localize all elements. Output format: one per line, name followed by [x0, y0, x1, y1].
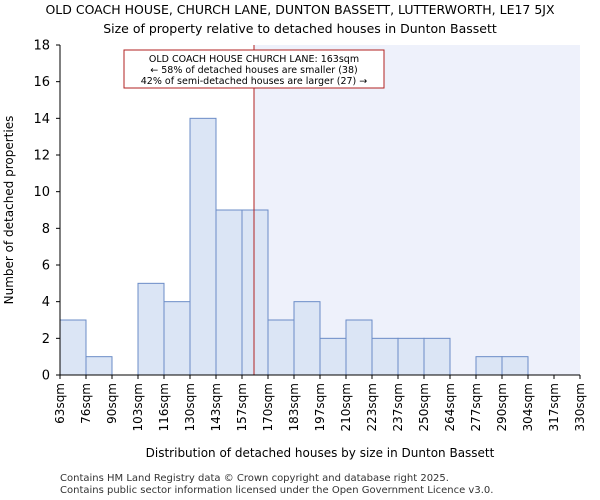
annotation-box: [123, 49, 385, 89]
footer-licence: Contains public sector information licen…: [60, 485, 494, 496]
histogram-bar: [267, 319, 295, 376]
histogram-bar: [137, 282, 165, 376]
x-tick-label: 330sqm: [573, 383, 587, 431]
histogram-bar: [345, 319, 373, 376]
x-tick-label: 90sqm: [105, 383, 119, 424]
x-tick-label: 116sqm: [157, 383, 171, 431]
histogram-bar: [423, 337, 451, 376]
histogram-bar: [501, 356, 529, 376]
x-tick-label: 290sqm: [495, 383, 509, 431]
x-tick-label: 183sqm: [287, 383, 301, 431]
x-tick-label: 250sqm: [417, 383, 431, 431]
histogram-bar: [215, 209, 243, 376]
y-tick-label: 12: [33, 149, 50, 164]
x-tick-label: 130sqm: [183, 383, 197, 431]
histogram-bar: [59, 319, 87, 376]
annotation-line-2: ← 58% of detached houses are smaller (38…: [150, 65, 357, 76]
chart-title: OLD COACH HOUSE, CHURCH LANE, DUNTON BAS…: [45, 2, 555, 17]
annotation-line-1: OLD COACH HOUSE CHURCH LANE: 163sqm: [149, 54, 359, 65]
histogram-bar: [293, 301, 321, 376]
y-tick-label: 6: [42, 259, 50, 274]
x-tick-label: 103sqm: [131, 383, 145, 431]
y-tick-label: 10: [33, 185, 50, 200]
histogram-bar: [85, 356, 113, 376]
x-tick-label: 304sqm: [521, 383, 535, 431]
x-tick-label: 277sqm: [469, 383, 483, 431]
footer-copyright: Contains HM Land Registry data © Crown c…: [60, 473, 449, 484]
histogram-bar: [371, 337, 399, 376]
histogram-bar: [189, 117, 217, 376]
histogram-bar: [319, 337, 347, 376]
x-tick-label: 170sqm: [261, 383, 275, 431]
x-tick-label: 210sqm: [339, 383, 353, 431]
y-tick-label: 16: [33, 75, 50, 90]
y-tick-label: 18: [33, 39, 50, 54]
x-tick-label: 317sqm: [547, 383, 561, 431]
x-tick-label: 76sqm: [79, 383, 93, 424]
x-tick-label: 197sqm: [313, 383, 327, 431]
x-tick-label: 223sqm: [365, 383, 379, 431]
x-tick-label: 143sqm: [209, 383, 223, 431]
y-tick-label: 14: [33, 112, 50, 127]
y-tick-label: 8: [42, 222, 50, 237]
x-tick-label: 157sqm: [235, 383, 249, 431]
histogram-bar: [163, 301, 191, 376]
chart-subtitle: Size of property relative to detached ho…: [103, 21, 497, 36]
y-tick-label: 2: [42, 332, 50, 347]
y-axis-label: Number of detached properties: [2, 116, 16, 305]
histogram-bar: [475, 356, 503, 376]
x-axis-label: Distribution of detached houses by size …: [146, 446, 495, 460]
histogram-bar: [397, 337, 425, 376]
y-tick-label: 0: [42, 369, 50, 384]
x-tick-label: 264sqm: [443, 383, 457, 431]
annotation-line-3: 42% of semi-detached houses are larger (…: [141, 76, 368, 87]
x-tick-label: 63sqm: [53, 383, 67, 424]
histogram-bar: [241, 209, 269, 376]
y-tick-label: 4: [42, 295, 50, 310]
x-tick-label: 237sqm: [391, 383, 405, 431]
